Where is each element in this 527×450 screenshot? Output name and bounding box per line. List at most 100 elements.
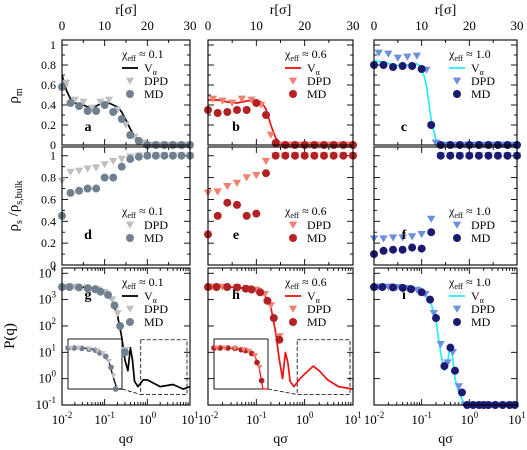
legend-dpd-label: DPD <box>307 74 331 88</box>
legend-dpd-marker <box>125 77 135 85</box>
inset-dpd-point <box>67 345 74 351</box>
dpd-point <box>79 98 88 106</box>
legend-dpd-label: DPD <box>307 302 331 316</box>
md-point <box>455 151 464 160</box>
zoom-connector <box>121 388 141 395</box>
md-point <box>75 102 84 110</box>
md-point <box>379 61 388 69</box>
md-point <box>151 151 160 160</box>
md-point <box>446 343 455 352</box>
y-tick-label: 1 <box>50 149 56 163</box>
panel-frame <box>207 39 354 146</box>
dpd-point <box>121 121 131 129</box>
top-tick-label: 30 <box>347 18 360 33</box>
panel-frame <box>373 39 518 146</box>
inset-dpd-point <box>75 345 82 351</box>
y-tick-label: 0.4 <box>41 98 56 112</box>
legend-dpd-label: DPD <box>471 74 495 88</box>
panel-letter: c <box>401 120 407 135</box>
y-tick-label: 0.8 <box>41 171 56 185</box>
series-line <box>373 60 517 146</box>
y-tick-label: 1 <box>50 38 56 52</box>
top-tick-label: 30 <box>511 18 524 33</box>
y-axis-label-rho-m: ρm <box>6 88 25 104</box>
legend-md-marker <box>453 90 461 98</box>
y-tick-label: 10-1 <box>36 395 57 412</box>
legend-dpd-marker <box>125 221 135 229</box>
inset-dpd-point <box>94 348 101 354</box>
top-tick-label: 20 <box>298 18 311 33</box>
legend-md-label: MD <box>144 231 164 245</box>
panel-letter: a <box>85 120 92 135</box>
dpd-point <box>70 96 79 104</box>
top-tick-label: 0 <box>59 18 66 33</box>
md-point <box>110 301 119 310</box>
md-point <box>247 285 256 294</box>
top-axis-label: r[σ] <box>270 3 292 18</box>
legend-line-label: Vα <box>471 61 485 77</box>
md-point <box>74 283 83 292</box>
md-point <box>75 186 84 195</box>
legend-chi: χeff ≈ 1.0 <box>448 47 491 63</box>
dpd-point <box>374 49 383 57</box>
dpd-point <box>87 104 97 112</box>
md-point <box>271 139 280 147</box>
top-tick-label: 0 <box>371 18 378 33</box>
md-point <box>223 198 232 207</box>
dpd-point <box>379 235 388 243</box>
dpd-point <box>398 234 407 242</box>
md-point <box>389 245 398 254</box>
md-point <box>65 283 74 292</box>
dpd-point <box>412 52 422 60</box>
dpd-point <box>417 231 426 239</box>
inset-md-point <box>254 359 260 366</box>
top-tick-label: 10 <box>98 18 111 33</box>
series-line <box>208 99 353 146</box>
legend-dpd-label: DPD <box>307 218 331 232</box>
md-point <box>291 151 299 160</box>
legend-md-marker <box>126 234 134 242</box>
md-point <box>134 137 143 145</box>
legend-line-label: Vα <box>307 289 321 305</box>
md-point <box>427 228 436 237</box>
dpd-point <box>113 106 122 114</box>
dpd-point <box>266 131 276 139</box>
md-point <box>177 151 186 160</box>
y-tick-label: 101 <box>39 342 57 359</box>
md-point <box>96 287 105 296</box>
bottom-tick-label: 10-2 <box>198 410 219 427</box>
zoom-box <box>140 339 188 395</box>
md-point <box>388 283 397 292</box>
md-point <box>379 246 388 255</box>
md-point <box>100 173 109 182</box>
md-point <box>408 243 417 252</box>
md-point <box>269 314 278 323</box>
legend-chi: χeff ≈ 0.6 <box>284 204 327 220</box>
md-point <box>121 348 130 357</box>
zoom-box <box>296 339 351 395</box>
bottom-tick-label: 10-1 <box>246 410 267 427</box>
top-tick-label: 30 <box>184 18 197 33</box>
dpd-point <box>213 188 222 196</box>
md-point <box>109 173 118 182</box>
inset-md-point <box>108 364 114 371</box>
dpd-point <box>96 98 105 106</box>
bottom-tick-label: 10-1 <box>411 410 432 427</box>
md-point <box>446 151 455 160</box>
y-tick-label: 0.6 <box>41 192 56 206</box>
legend-chi: χeff ≈ 0.1 <box>121 275 164 291</box>
y-tick-label: 0.2 <box>41 118 56 132</box>
md-point <box>252 99 261 107</box>
md-point <box>100 101 109 109</box>
panel-letter: b <box>232 120 240 135</box>
legend-md-marker <box>453 318 461 326</box>
inset-md-point <box>112 386 119 392</box>
y-axis-label-pq: P(q) <box>2 323 18 349</box>
md-point <box>417 244 426 253</box>
dpd-point <box>384 50 393 58</box>
dpd-point <box>104 96 114 104</box>
